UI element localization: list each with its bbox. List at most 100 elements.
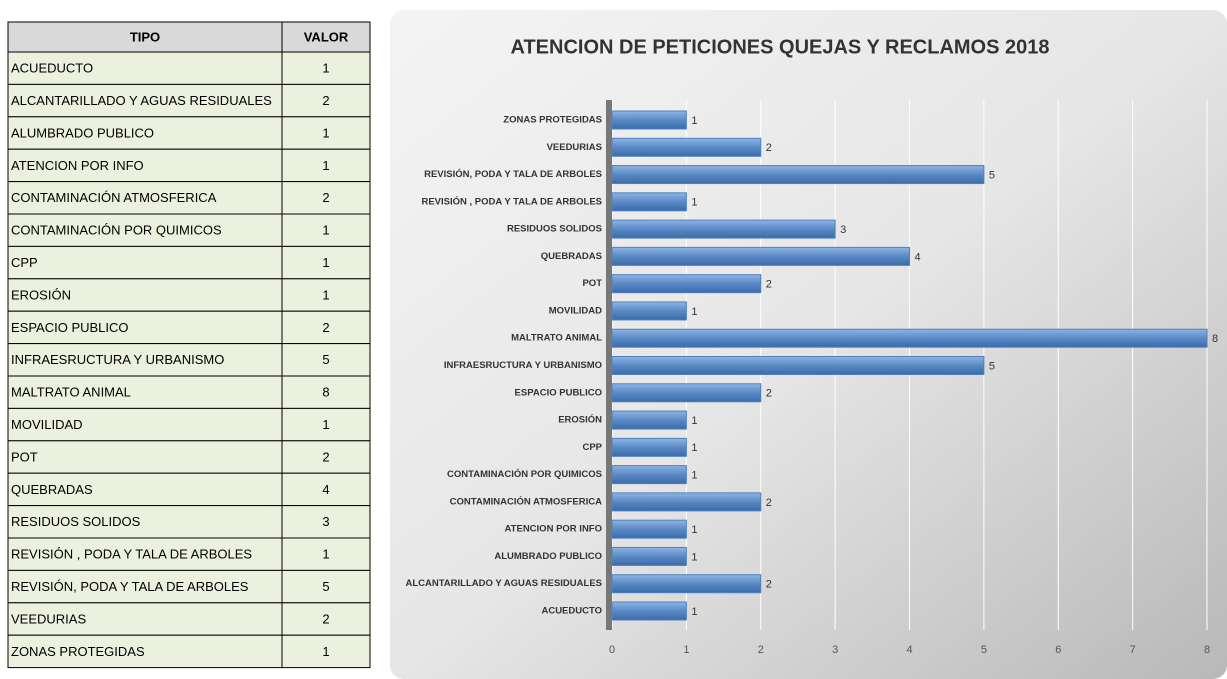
category-label: ALUMBRADO PUBLICO bbox=[494, 551, 602, 562]
bar bbox=[611, 437, 687, 457]
table-cell bbox=[281, 245, 371, 280]
table-cell bbox=[281, 375, 371, 409]
table-cell bbox=[281, 537, 371, 571]
cell-text: ACUEDUCTO bbox=[11, 61, 93, 76]
category-label: ALCANTARILLADO Y AGUAS RESIDUALES bbox=[405, 578, 602, 589]
bar bbox=[611, 465, 687, 485]
value-label: 1 bbox=[691, 415, 697, 427]
bar bbox=[611, 165, 985, 185]
table-cell bbox=[7, 440, 283, 474]
table-cell bbox=[7, 407, 283, 442]
table-cell bbox=[281, 440, 371, 474]
table-cell bbox=[7, 569, 283, 604]
cell-text: RESIDUOS SOLIDOS bbox=[11, 514, 141, 529]
table-cell bbox=[7, 375, 283, 409]
cell-text: MALTRATO ANIMAL bbox=[11, 385, 131, 400]
table-cell bbox=[281, 472, 371, 507]
table-cell bbox=[281, 343, 371, 377]
cell-text: ALCANTARILLADO Y AGUAS RESIDUALES bbox=[11, 93, 272, 108]
bar bbox=[611, 301, 687, 321]
table-cell bbox=[281, 213, 371, 247]
value-label: 5 bbox=[989, 169, 995, 181]
cell-text: 2 bbox=[322, 190, 329, 205]
category-label: ZONAS PROTEGIDAS bbox=[503, 115, 602, 126]
header-text: TIPO bbox=[130, 29, 160, 44]
cell-text: CONTAMINACIÓN POR QUIMICOS bbox=[11, 223, 222, 238]
cell-text: 1 bbox=[322, 125, 329, 140]
table-cell bbox=[281, 181, 371, 215]
cell-text: 2 bbox=[322, 93, 329, 108]
value-label: 1 bbox=[691, 524, 697, 536]
table-cell bbox=[7, 310, 283, 345]
table-cell bbox=[7, 213, 283, 247]
table-cell bbox=[7, 245, 283, 280]
chart-title: ATENCION DE PETICIONES QUEJAS Y RECLAMOS… bbox=[510, 36, 1049, 58]
x-tick-label: 8 bbox=[1204, 644, 1210, 656]
x-tick-label: 0 bbox=[609, 644, 615, 656]
value-label: 8 bbox=[1212, 333, 1218, 345]
category-label: CONTAMINACIÓN POR QUIMICOS bbox=[447, 468, 602, 480]
bar bbox=[611, 601, 687, 621]
cell-text: 5 bbox=[322, 579, 329, 594]
cell-text: 1 bbox=[322, 158, 329, 173]
x-tick-label: 1 bbox=[683, 644, 689, 656]
cell-text: ZONAS PROTEGIDAS bbox=[11, 644, 145, 659]
category-label: EROSIÓN bbox=[558, 414, 602, 426]
table-cell bbox=[281, 278, 371, 312]
bar bbox=[611, 110, 687, 130]
cell-text: 1 bbox=[322, 644, 329, 659]
cell-text: CONTAMINACIÓN ATMOSFERICA bbox=[11, 190, 217, 205]
value-label: 2 bbox=[766, 497, 772, 509]
cell-text: CPP bbox=[11, 255, 38, 270]
cell-text: REVISIÓN, PODA Y TALA DE ARBOLES bbox=[11, 579, 249, 594]
category-label: RESIDUOS SOLIDOS bbox=[507, 224, 602, 235]
x-tick-label: 5 bbox=[981, 644, 987, 656]
value-label: 2 bbox=[766, 579, 772, 591]
cell-text: 5 bbox=[322, 352, 329, 367]
x-tick-label: 6 bbox=[1055, 644, 1061, 656]
cell-text: 3 bbox=[322, 514, 329, 529]
category-label: INFRAESRUCTURA Y URBANISMO bbox=[444, 360, 602, 371]
bar bbox=[611, 356, 985, 375]
category-label: CONTAMINACIÓN ATMOSFERICA bbox=[450, 495, 602, 507]
cell-text: 1 bbox=[322, 255, 329, 270]
value-label: 1 bbox=[691, 306, 697, 318]
cell-text: INFRAESRUCTURA Y URBANISMO bbox=[11, 352, 224, 367]
bar bbox=[611, 274, 762, 294]
cell-text: 1 bbox=[322, 287, 329, 302]
cell-text: REVISIÓN , PODA Y TALA DE ARBOLES bbox=[11, 547, 252, 562]
header-text: VALOR bbox=[304, 29, 349, 44]
value-label: 5 bbox=[989, 360, 995, 372]
table-cell bbox=[281, 407, 371, 442]
value-label: 1 bbox=[691, 115, 697, 127]
cell-text: MOVILIDAD bbox=[11, 417, 83, 432]
value-label: 1 bbox=[691, 470, 697, 482]
cell-text: 8 bbox=[322, 385, 329, 400]
value-label: 3 bbox=[840, 224, 846, 236]
value-label: 2 bbox=[766, 142, 772, 154]
table-cell bbox=[7, 505, 283, 539]
cell-text: 1 bbox=[322, 417, 329, 432]
cell-text: 1 bbox=[322, 547, 329, 562]
cell-text: POT bbox=[11, 449, 38, 464]
category-label: MOVILIDAD bbox=[549, 305, 602, 316]
value-label: 4 bbox=[915, 251, 921, 263]
value-label: 1 bbox=[691, 606, 697, 618]
cell-text: 4 bbox=[322, 482, 329, 497]
chart: 0 1 2 3 4 5 6 7 8 ACUEDUCTO 1 ALCANTARILLADO Y AGUA… bbox=[405, 100, 1218, 656]
cell-text: EROSIÓN bbox=[11, 287, 71, 302]
category-label: MALTRATO ANIMAL bbox=[511, 333, 602, 344]
category-label: POT bbox=[582, 278, 602, 289]
bar bbox=[611, 492, 762, 512]
table-cell bbox=[7, 148, 283, 183]
category-label: ATENCION POR INFO bbox=[505, 524, 602, 535]
table-cell bbox=[281, 51, 371, 85]
table-cell bbox=[7, 181, 283, 215]
bar bbox=[611, 519, 687, 539]
table-cell bbox=[7, 83, 283, 118]
cell-text: 2 bbox=[322, 611, 329, 626]
bar bbox=[611, 410, 687, 430]
table-cell bbox=[281, 310, 371, 345]
category-label: QUEBRADAS bbox=[541, 251, 602, 262]
